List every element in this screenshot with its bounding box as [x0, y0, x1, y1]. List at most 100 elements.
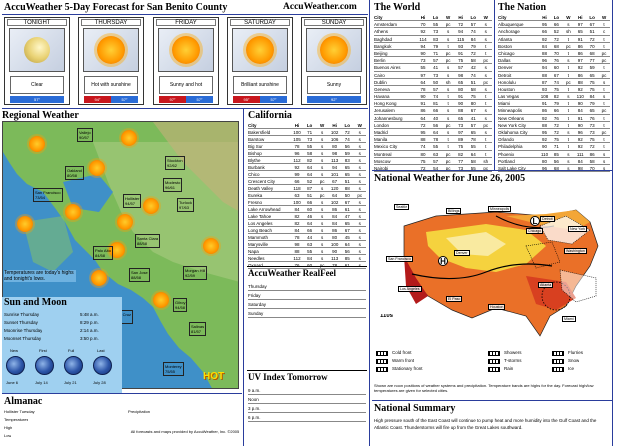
table-cell: 51	[344, 179, 350, 184]
table-cell: t	[603, 144, 605, 150]
table-cell: 83	[433, 36, 439, 42]
table-row: Los Angeles 82 64 s 84 65 s	[248, 220, 366, 227]
table-cell: Houston	[498, 86, 515, 92]
table-cell: 55	[470, 165, 476, 171]
table-cell: Big Sur	[248, 144, 263, 149]
table-cell: 60	[553, 65, 559, 71]
table-cell: 58	[307, 151, 313, 156]
table-row: Bakersfield 100 71 s 102 72 s	[248, 129, 366, 136]
moon-phase-date: July 14	[35, 380, 48, 385]
table-row: Montreal 80 63 pc 82 64 t	[374, 151, 492, 158]
table-cell: s	[567, 130, 570, 135]
table-row: Detroit 88 67 t 86 65 pc	[498, 72, 610, 79]
table-cell: 92	[577, 86, 583, 92]
forecast-day: THURSDAY	[81, 19, 141, 26]
legend-swatch	[488, 351, 500, 356]
table-row: Beijing 90 71 pc 91 72 t	[374, 50, 492, 58]
table-cell: pc	[445, 58, 451, 64]
table-cell: 50	[344, 193, 350, 198]
table-row: Geneva 78 57 s 80 58 s	[374, 86, 492, 94]
table-cell: 84	[577, 108, 583, 114]
table-cell: pc	[483, 122, 489, 128]
table-cell: 118	[293, 186, 301, 191]
map-city: Salinas 81/57	[189, 322, 207, 336]
table-cell: s	[484, 130, 487, 135]
table-cell: s	[320, 214, 324, 219]
table-row: Anchorage 66 52 sh 65 51 c	[498, 28, 610, 36]
table-row: Saturday	[248, 300, 366, 309]
table-cell: 74	[344, 137, 350, 142]
table-cell: t	[485, 101, 487, 107]
table-cell: t	[603, 86, 605, 92]
table-cell: Phoenix	[498, 151, 515, 157]
table-cell: t	[447, 43, 449, 49]
table-cell: s	[358, 256, 361, 261]
table-cell: 88	[420, 137, 426, 143]
table-cell: t	[567, 108, 569, 114]
uv-table: 9 a.m. Noon 3 p.m. 6 p.m.	[248, 386, 366, 422]
table-cell: 55	[307, 249, 313, 254]
table-cell: 65	[458, 79, 464, 85]
table-cell: 55	[433, 144, 439, 150]
table-cell: 65	[589, 108, 595, 114]
table-cell: 65	[577, 29, 583, 35]
precip-label: Precipitation	[128, 409, 151, 414]
table-row: Honolulu 87 74 pc 88 75 s	[498, 79, 610, 86]
table-cell: 71	[307, 130, 313, 135]
table-cell: s	[358, 228, 361, 233]
legend-label: Snow	[568, 358, 580, 363]
table-cell: 88	[542, 50, 548, 56]
table-cell: 108	[540, 94, 549, 100]
table-cell: 72	[420, 165, 426, 171]
table-cell: 100	[293, 130, 301, 135]
table-cell: 57	[433, 58, 439, 64]
table-cell: 40	[433, 115, 439, 121]
table-cell: 3 p.m.	[248, 406, 261, 411]
moon-phase-date: July 21	[64, 380, 77, 385]
table-cell: Dallas	[498, 58, 511, 64]
temp-band-label: 110s	[380, 314, 394, 319]
map-city-name: Monterey	[165, 364, 182, 369]
table-cell: 41	[470, 115, 476, 121]
table-cell: 92	[542, 137, 548, 143]
nation-heading: The Nation	[498, 2, 547, 13]
column-header: Hi	[578, 15, 583, 20]
moon-icon	[24, 37, 50, 63]
table-cell: Saturday	[248, 302, 267, 307]
table-cell: 93	[542, 86, 548, 92]
map-city-temps: 75/55	[165, 369, 176, 374]
sun-icon	[97, 36, 125, 64]
table-cell: 106	[330, 137, 339, 142]
table-cell: t	[603, 101, 605, 107]
table-cell: t	[603, 115, 605, 121]
table-cell: 56	[344, 249, 350, 254]
moon-phase-icon	[35, 356, 54, 375]
map-city-name: Salinas	[191, 324, 205, 329]
table-cell: 75	[420, 158, 426, 164]
table-cell: 100	[293, 200, 301, 205]
table-cell: s	[602, 165, 606, 171]
world-table: City Hi Lo W Hi Lo W Amsterdam 70 55 pc 72 57 s Athens…	[374, 14, 492, 173]
low-pressure-marker: L	[530, 216, 540, 226]
table-cell: 56	[553, 158, 559, 164]
table-cell: s	[358, 207, 361, 212]
table-cell: 64	[420, 115, 426, 121]
table-row: Nairobi 72 54 pc 73 55 pc	[374, 165, 492, 173]
map-city-name: Morgan Hill	[185, 268, 206, 273]
low-temp: 57°	[186, 96, 213, 103]
table-cell: 64	[307, 172, 313, 177]
sun-icon	[29, 136, 45, 152]
table-cell: s	[567, 22, 570, 28]
table-cell: 75	[553, 86, 559, 92]
realfeel-table: Thursday Friday Saturday Sunday	[248, 282, 366, 318]
table-cell: 72	[553, 130, 559, 135]
table-cell: s	[358, 165, 361, 170]
table-cell: s	[484, 86, 487, 92]
sun-icon	[89, 160, 105, 176]
table-cell: 80	[420, 151, 426, 157]
low-temp-value: 57°	[196, 97, 203, 102]
table-cell: s	[320, 249, 324, 254]
table-row: Athens 92 73 s 94 74 s	[374, 28, 492, 36]
table-cell: Salt Lake City	[498, 165, 526, 171]
table-cell: t	[567, 36, 569, 42]
